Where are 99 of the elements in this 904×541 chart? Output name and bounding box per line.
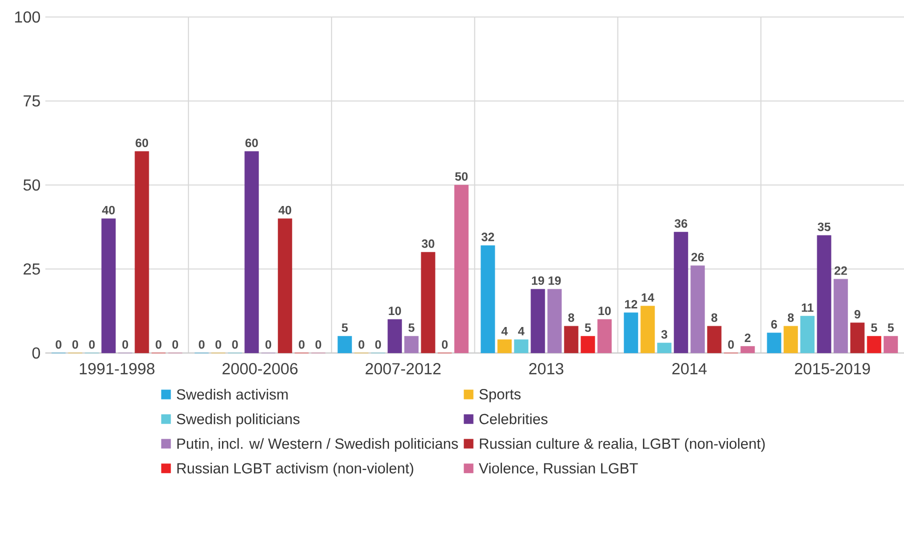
bar [657, 342, 672, 354]
legend-label: Swedish activism [176, 388, 288, 400]
x-tick-label: 1991-1998 [80, 363, 154, 374]
data-label: 60 [136, 138, 148, 148]
data-label: 4 [518, 327, 524, 336]
x-tick-label: 2015-2019 [794, 363, 870, 374]
bar [134, 151, 150, 354]
x-tick-label: 2014 [672, 363, 707, 374]
data-label: 50 [455, 172, 468, 181]
data-label: 0 [198, 340, 205, 349]
data-label: 2 [744, 334, 751, 342]
data-label: 0 [172, 340, 178, 349]
bar [480, 245, 496, 354]
bar [740, 346, 755, 354]
bar [766, 332, 782, 354]
data-label: 8 [568, 313, 574, 322]
bar [707, 326, 722, 354]
data-label: 3 [661, 330, 668, 339]
data-label: 0 [315, 340, 322, 349]
data-label: 4 [501, 327, 508, 336]
bar [101, 218, 116, 354]
bar [640, 306, 655, 354]
data-label: 0 [215, 340, 222, 349]
data-label: 26 [691, 252, 704, 262]
legend-label: Swedish politicians [176, 413, 300, 428]
bar [834, 278, 848, 354]
bar [597, 319, 612, 354]
data-label: 0 [728, 340, 734, 349]
data-label: 0 [298, 340, 305, 349]
legend-label: Sports [479, 389, 521, 402]
bar [784, 326, 798, 354]
bar [404, 336, 419, 354]
bar [244, 151, 259, 354]
data-label: 32 [481, 232, 494, 242]
legend-label: Celebrities [480, 413, 548, 424]
data-label: 60 [245, 138, 258, 148]
bar [278, 218, 292, 354]
x-tick-label: 2013 [529, 363, 564, 374]
data-label: 36 [674, 219, 688, 228]
data-label: 22 [834, 266, 847, 275]
data-label: 6 [771, 320, 777, 329]
legend-label: Russian culture & realia, LGBT (non-violent) [480, 438, 765, 452]
legend-label: Putin, incl. w/ Western / Swedish politicians [177, 438, 458, 452]
legend-label: Russian LGBT activism (non-violent) [177, 462, 414, 476]
data-label: 35 [818, 222, 830, 232]
bar [514, 339, 528, 354]
data-label: 40 [278, 206, 292, 214]
data-label: 19 [548, 276, 561, 285]
bar [580, 336, 596, 354]
data-label: 19 [532, 276, 544, 285]
data-label: 40 [102, 206, 115, 214]
data-label: 12 [625, 300, 638, 308]
bar [497, 339, 512, 354]
y-tick-label: 0 [32, 347, 40, 359]
data-label: 0 [442, 340, 448, 349]
data-label: 11 [802, 304, 814, 312]
bar [420, 252, 436, 354]
data-label: 8 [711, 313, 718, 322]
data-label: 8 [788, 313, 794, 322]
data-label: 14 [642, 293, 654, 302]
bar [800, 316, 815, 354]
bar [866, 336, 882, 354]
data-label: 30 [422, 239, 434, 248]
bar [530, 289, 546, 354]
bar [547, 289, 562, 354]
bar [850, 322, 865, 354]
bar [564, 326, 578, 354]
data-label: 0 [358, 340, 364, 349]
y-tick-label: 75 [24, 95, 40, 107]
data-label: 0 [89, 340, 95, 349]
bar [690, 265, 705, 354]
data-label: 5 [584, 324, 591, 332]
x-tick-label: 2000-2006 [222, 363, 298, 374]
bar [674, 232, 688, 354]
bar [388, 319, 402, 354]
data-label: 0 [156, 340, 162, 349]
bar [624, 312, 638, 354]
bar [884, 336, 898, 354]
y-tick-label: 100 [15, 11, 40, 23]
data-label: 0 [375, 340, 381, 349]
y-tick-label: 25 [24, 263, 40, 275]
data-label: 0 [232, 340, 238, 349]
bar [816, 235, 832, 354]
legend-label: Violence, Russian LGBT [478, 462, 638, 476]
data-label: 5 [408, 324, 414, 332]
bar [454, 184, 469, 354]
data-label: 5 [888, 324, 894, 332]
data-label: 10 [388, 306, 401, 316]
data-label: 9 [854, 310, 860, 318]
data-label: 10 [598, 306, 611, 316]
bar [338, 336, 352, 354]
y-tick-label: 50 [23, 179, 40, 191]
x-tick-label: 2007-2012 [366, 363, 441, 374]
data-label: 5 [342, 324, 348, 332]
data-label: 5 [871, 324, 878, 332]
data-label: 0 [72, 340, 78, 349]
data-label: 0 [265, 340, 272, 349]
data-label: 0 [56, 340, 62, 349]
data-label: 0 [122, 340, 128, 349]
